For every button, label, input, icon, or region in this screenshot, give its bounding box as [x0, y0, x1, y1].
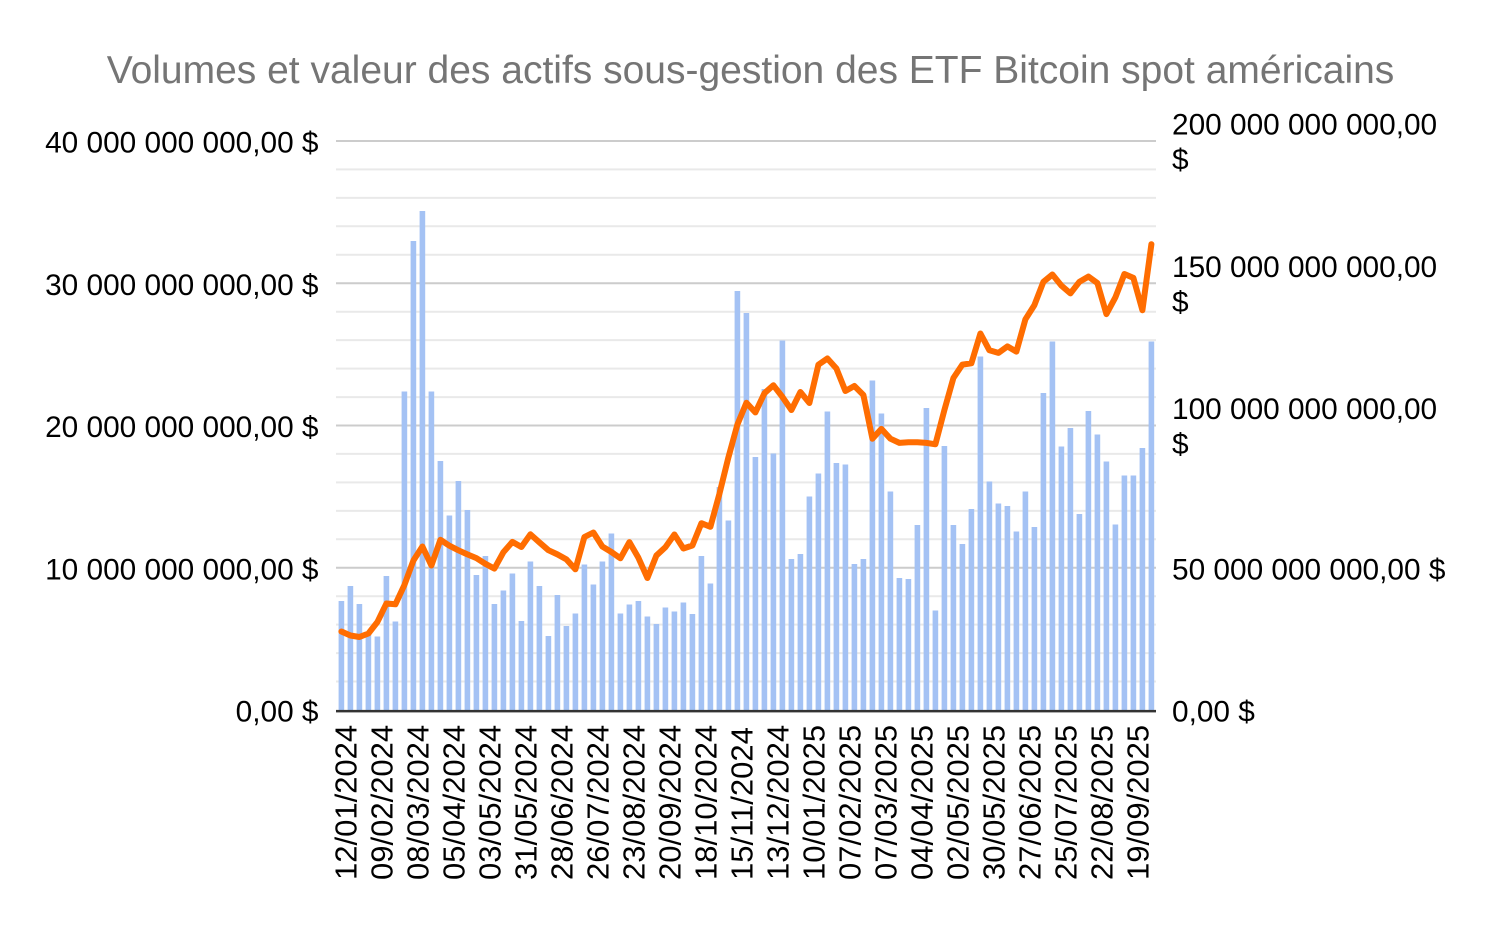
svg-text:31/05/2024: 31/05/2024 [508, 725, 543, 880]
svg-text:04/04/2025: 04/04/2025 [904, 725, 939, 880]
svg-text:23/08/2024: 23/08/2024 [616, 725, 651, 880]
svg-text:0,00 $: 0,00 $ [1172, 696, 1255, 729]
svg-text:07/02/2025: 07/02/2025 [832, 725, 867, 880]
svg-text:15/11/2024: 15/11/2024 [724, 727, 759, 880]
svg-text:30/05/2025: 30/05/2025 [976, 725, 1011, 880]
svg-text:13/12/2024: 13/12/2024 [760, 725, 795, 880]
svg-text:12/01/2024: 12/01/2024 [328, 725, 363, 880]
svg-text:$: $ [1172, 144, 1189, 177]
svg-text:28/06/2024: 28/06/2024 [544, 725, 579, 880]
svg-text:05/04/2024: 05/04/2024 [436, 725, 471, 880]
svg-text:100 000 000 000,00: 100 000 000 000,00 [1172, 393, 1437, 426]
svg-text:25/07/2025: 25/07/2025 [1048, 725, 1083, 880]
svg-text:$: $ [1172, 428, 1189, 461]
svg-text:50 000 000 000,00 $: 50 000 000 000,00 $ [1172, 553, 1446, 586]
svg-text:150 000 000 000,00: 150 000 000 000,00 [1172, 251, 1437, 284]
svg-text:18/10/2024: 18/10/2024 [688, 725, 723, 880]
svg-text:40 000 000 000,00 $: 40 000 000 000,00 $ [45, 127, 319, 160]
svg-text:20 000 000 000,00 $: 20 000 000 000,00 $ [45, 411, 319, 444]
svg-text:$: $ [1172, 286, 1189, 319]
svg-text:03/05/2024: 03/05/2024 [472, 725, 507, 880]
svg-text:20/09/2024: 20/09/2024 [652, 725, 687, 880]
svg-text:0,00 $: 0,00 $ [236, 696, 319, 729]
svg-text:Volumes et valeur des actifs s: Volumes et valeur des actifs sous-gestio… [107, 49, 1395, 92]
svg-text:22/08/2025: 22/08/2025 [1084, 725, 1119, 880]
svg-text:09/02/2024: 09/02/2024 [364, 725, 399, 880]
svg-text:08/03/2024: 08/03/2024 [400, 725, 435, 880]
svg-text:07/03/2025: 07/03/2025 [868, 725, 903, 880]
svg-text:10/01/2025: 10/01/2025 [796, 725, 831, 880]
svg-text:30 000 000 000,00 $: 30 000 000 000,00 $ [45, 269, 319, 302]
svg-text:19/09/2025: 19/09/2025 [1120, 725, 1155, 880]
svg-text:27/06/2025: 27/06/2025 [1012, 725, 1047, 880]
svg-text:26/07/2024: 26/07/2024 [580, 725, 615, 880]
svg-text:200 000 000 000,00: 200 000 000 000,00 [1172, 109, 1437, 142]
svg-text:10 000 000 000,00 $: 10 000 000 000,00 $ [45, 553, 319, 586]
svg-text:02/05/2025: 02/05/2025 [940, 725, 975, 880]
